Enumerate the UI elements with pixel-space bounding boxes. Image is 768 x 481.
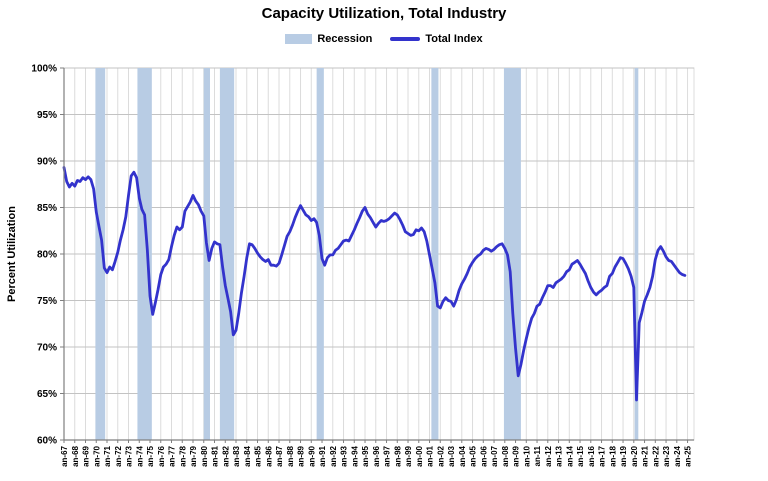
y-tick-label: 65%	[37, 389, 57, 400]
x-tick-label: an-17	[598, 445, 607, 466]
x-tick-label: an-09	[512, 445, 521, 466]
x-tick-label: an-21	[641, 445, 650, 466]
recession-band	[431, 68, 439, 440]
x-tick-label: an-89	[297, 445, 306, 466]
x-tick-label: an-16	[587, 445, 596, 466]
x-tick-label: an-90	[307, 445, 316, 466]
x-tick-label: an-73	[125, 445, 134, 466]
x-tick-label: an-69	[82, 445, 91, 466]
y-tick-label: 80%	[37, 250, 57, 261]
recession-band	[219, 68, 235, 440]
x-tick-label: an-85	[254, 445, 263, 466]
x-tick-label: an-71	[103, 445, 112, 466]
x-tick-label: an-06	[479, 445, 488, 466]
x-tick-label: an-04	[458, 445, 467, 466]
x-tick-label: an-74	[135, 445, 144, 466]
x-tick-label: an-93	[340, 445, 349, 466]
x-tick-label: an-14	[565, 445, 574, 466]
legend: Recession Total Index	[0, 33, 768, 45]
recession-band	[634, 68, 639, 440]
x-tick-label: an-76	[157, 445, 166, 466]
x-tick-label: an-24	[673, 445, 682, 466]
x-tick-label: an-01	[426, 445, 435, 466]
x-tick-label: an-88	[286, 445, 295, 466]
recession-band	[95, 68, 106, 440]
legend-total-index-swatch	[390, 37, 421, 41]
x-tick-label: an-07	[490, 445, 499, 466]
chart-title: Capacity Utilization, Total Industry	[261, 5, 507, 22]
x-tick-label: an-67	[60, 445, 69, 466]
x-tick-label: an-86	[264, 445, 273, 466]
x-tick-label: an-25	[684, 445, 693, 466]
x-tick-label: an-81	[211, 445, 220, 466]
x-tick-label: an-99	[404, 445, 413, 466]
x-tick-label: an-94	[350, 445, 359, 466]
x-tick-label: an-79	[189, 445, 198, 466]
x-tick-label: an-18	[608, 445, 617, 466]
x-tick-label: an-00	[415, 445, 424, 466]
y-tick-label: 70%	[37, 343, 57, 354]
x-tick-label: an-96	[372, 445, 381, 466]
x-tick-label: an-22	[651, 445, 660, 466]
x-tick-label: an-12	[544, 445, 553, 466]
y-tick-label: 100%	[31, 64, 57, 75]
x-tick-label: an-02	[436, 445, 445, 466]
total-index-line	[62, 166, 687, 402]
x-tick-label: an-05	[469, 445, 478, 466]
x-tick-label: an-23	[662, 445, 671, 466]
x-tick-label: an-84	[243, 445, 252, 466]
x-tick-label: an-20	[630, 445, 639, 466]
x-tick-label: an-75	[146, 445, 155, 466]
x-tick-label: an-82	[221, 445, 230, 466]
x-tick-label: an-77	[168, 445, 177, 466]
x-tick-label: an-78	[178, 445, 187, 466]
x-tick-label: an-68	[71, 445, 80, 466]
legend-recession-swatch	[285, 34, 313, 44]
y-tick-label: 85%	[37, 203, 57, 214]
legend-recession-label: Recession	[317, 33, 373, 45]
x-tick-label: an-87	[275, 445, 284, 466]
x-tick-label: an-08	[501, 445, 510, 466]
x-tick-label: an-72	[114, 445, 123, 466]
y-tick-label: 75%	[37, 296, 57, 307]
x-tick-label: an-13	[555, 445, 564, 466]
x-tick-label: an-19	[619, 445, 628, 466]
y-tick-label: 90%	[37, 157, 57, 168]
x-tick-label: an-97	[383, 445, 392, 466]
recession-band	[137, 68, 152, 440]
x-tick-label: an-91	[318, 445, 327, 466]
x-tick-label: an-98	[393, 445, 402, 466]
legend-item-total-index: Total Index	[390, 33, 483, 45]
x-tick-label: an-10	[522, 445, 531, 466]
x-tick-label: an-83	[232, 445, 241, 466]
y-tick-label: 95%	[37, 110, 57, 121]
x-tick-label: an-15	[576, 445, 585, 466]
legend-item-recession: Recession	[285, 33, 372, 45]
x-tick-label: an-95	[361, 445, 370, 466]
x-tick-label: an-92	[329, 445, 338, 466]
legend-total-index-label: Total Index	[425, 33, 483, 45]
x-tick-label: an-70	[92, 445, 101, 466]
x-tick-label: an-11	[533, 445, 542, 466]
y-tick-label: 60%	[37, 436, 57, 447]
x-tick-label: an-03	[447, 445, 456, 466]
x-tick-label: an-80	[200, 445, 209, 466]
